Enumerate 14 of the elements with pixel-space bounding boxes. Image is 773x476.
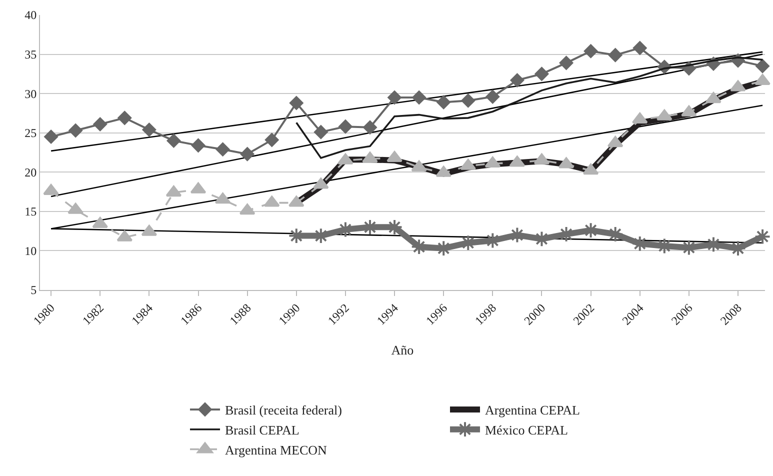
legend-label: Argentina CEPAL — [485, 402, 580, 418]
y-tick-label: 15 — [24, 204, 37, 219]
y-tick-label: 10 — [24, 244, 37, 258]
y-tick-label: 30 — [24, 86, 37, 101]
y-tick-label: 20 — [24, 165, 37, 180]
legend-label: Brasil CEPAL — [225, 422, 300, 438]
legend-label: Brasil (receita federal) — [225, 402, 342, 418]
y-tick-label: 40 — [24, 8, 37, 22]
y-tick-label: 25 — [24, 126, 37, 140]
y-tick-label: 35 — [24, 47, 37, 62]
legend-label: México CEPAL — [485, 422, 568, 438]
legend-label: Argentina MECON — [225, 442, 328, 458]
y-tick-label: 5 — [30, 283, 37, 298]
x-axis-title: Año — [391, 342, 414, 358]
